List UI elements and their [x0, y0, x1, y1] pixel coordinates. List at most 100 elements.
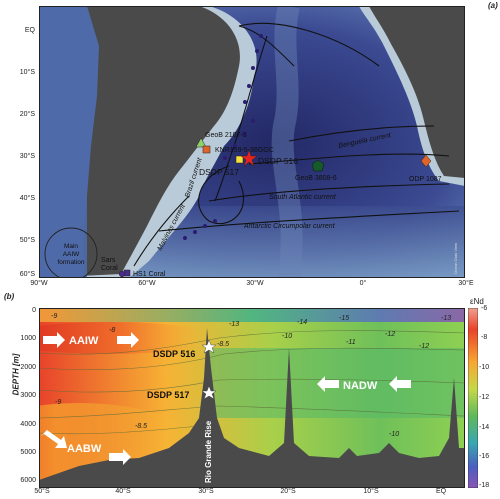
section-lat-20s: 20°S — [280, 488, 296, 495]
acc-path — [158, 210, 460, 232]
dsdp516-section-label: DSDP 516 — [153, 349, 195, 359]
surface-band — [39, 308, 465, 322]
contour-label-6: -15 — [339, 315, 349, 322]
lon-tick-30w: 30°W — [246, 280, 264, 287]
aaiw-right-arrow — [117, 332, 139, 348]
knr159-marker — [202, 145, 211, 154]
dsdp517-marker — [235, 155, 244, 164]
depth-tick-5000: 5000 — [20, 449, 36, 456]
hs1-coral-label: HS1 Coral — [133, 271, 166, 278]
lat-tick-50s: 50°S — [19, 237, 35, 244]
aaiw-formation-circle — [44, 227, 98, 278]
colorbar-tick-16: -16 — [479, 453, 490, 460]
dsdp517-section-label: DSDP 517 — [147, 390, 189, 400]
contour-lines — [39, 330, 465, 435]
depth-tick-0: 0 — [32, 307, 36, 314]
colorbar-tick-6: -6 — [481, 305, 488, 312]
malvinas-current-path — [133, 195, 190, 267]
contour-label-4: -13 — [229, 321, 239, 328]
map-frame — [39, 6, 465, 278]
map-panel: GeoB 2107-3 KNR159-5-36GGC DSDP 516 DSDP… — [39, 6, 465, 278]
dsdp516-label: DSDP 516 — [258, 156, 298, 166]
contour-label-14: -10 — [389, 431, 399, 438]
contour-label-1: -9 — [51, 313, 57, 320]
colorbar — [468, 308, 478, 488]
brazil-current-path — [214, 35, 268, 202]
sars-coral-marker — [118, 270, 126, 278]
colorbar-tick-10: -10 — [479, 364, 490, 371]
contour-label-3: -8.5 — [217, 341, 229, 348]
panel-a-label: (a) — [488, 1, 498, 10]
south-atlantic-current-path — [208, 183, 450, 202]
lat-tick-40s: 40°S — [19, 195, 35, 202]
aabw-right-arrow — [109, 449, 131, 465]
map-credit: Ocean Data View — [453, 243, 458, 274]
colorbar-title: εNd — [470, 297, 484, 306]
acc-label: Antarctic Circumpolar current — [243, 223, 336, 230]
colorbar-tick-12: -12 — [479, 394, 490, 401]
africa-landmass — [369, 6, 465, 178]
contour-label-9: -11 — [346, 339, 356, 346]
benguela-upper-path — [288, 125, 435, 142]
section-lat-50s: 50°S — [34, 488, 50, 495]
nadw-arrow-left — [389, 376, 411, 392]
seafloor-bathymetry — [39, 328, 465, 488]
lat-tick-60s: 60°S — [19, 271, 35, 278]
panel-b-label: (b) — [4, 292, 15, 301]
benguela-current-path — [248, 153, 450, 165]
lon-tick-60w: 60°W — [138, 280, 156, 287]
depth-tick-2000: 2000 — [20, 364, 36, 371]
lon-tick-30e: 30°E — [458, 280, 474, 287]
aaiw-label: AAIW — [69, 335, 99, 347]
lat-tick-30s: 30°S — [19, 153, 35, 160]
colorbar-gradient — [468, 308, 478, 488]
sars-coral-label: Sars Coral — [101, 257, 118, 272]
depth-tick-3000: 3000 — [20, 392, 36, 399]
lat-tick-eq: EQ — [24, 27, 35, 34]
dsdp517-section-marker — [201, 385, 217, 400]
geob2107-label: GeoB 2107-3 — [205, 132, 247, 139]
hs1-coral-marker — [123, 269, 131, 277]
section-lat-30s: 30°S — [198, 488, 214, 495]
station-dots — [183, 34, 263, 240]
aabw-arrow — [41, 430, 67, 448]
aabw-label: AABW — [67, 443, 102, 455]
nadw-arrow-right — [317, 376, 339, 392]
section-frame — [39, 308, 465, 488]
odp1087-label: ODP 1087 — [409, 176, 442, 183]
knr159-label: KNR159-5-36GGC — [215, 147, 274, 154]
gyre-inner-loop — [198, 165, 245, 225]
lon-tick-0: 0° — [359, 280, 367, 287]
geob2107-marker — [195, 137, 207, 148]
depth-tick-6000: 6000 — [20, 477, 36, 484]
south-atlantic-current-label: South Atlantic current — [269, 194, 337, 201]
section-lat-10s: 10°S — [363, 488, 379, 495]
lat-tick-20s: 20°S — [19, 111, 35, 118]
dsdp516-marker — [240, 149, 258, 167]
odp1087-marker — [420, 154, 432, 168]
aaiw-arrow — [43, 332, 65, 348]
contour-label-12: -9 — [55, 399, 61, 406]
contour-label-5: -14 — [297, 319, 307, 326]
colorbar-tick-18: -18 — [479, 482, 490, 489]
aaiw-formation-label: Main AAIW formation — [57, 243, 84, 266]
nadw-label: NADW — [343, 380, 378, 392]
section-lat-eq: EQ — [435, 488, 447, 495]
section-lat-40s: 40°S — [115, 488, 131, 495]
contour-label-2: -8 — [109, 327, 115, 334]
contour-label-10: -12 — [385, 331, 395, 338]
colorbar-tick-14: -14 — [479, 424, 490, 431]
contour-label-13: -8.5 — [135, 423, 147, 430]
dsdp516-section-marker — [201, 339, 217, 354]
colorbar-tick-8: -8 — [481, 334, 488, 341]
depth-tick-1000: 1000 — [20, 335, 36, 342]
contour-label-7: -13 — [441, 315, 451, 322]
geob3808-marker — [311, 159, 325, 172]
dsdp517-label: DSDP 517 — [199, 167, 239, 177]
lat-tick-10s: 10°S — [19, 69, 35, 76]
contour-label-11: -12 — [419, 343, 429, 350]
mid-atlantic-ridge — [271, 6, 303, 278]
geob3808-label: GeoB 3808-6 — [295, 175, 337, 182]
sec-loop-path — [238, 22, 380, 67]
section-panel: AAIW NADW AABW DSDP 516 DSDP 517 Rio Gra… — [39, 308, 465, 488]
